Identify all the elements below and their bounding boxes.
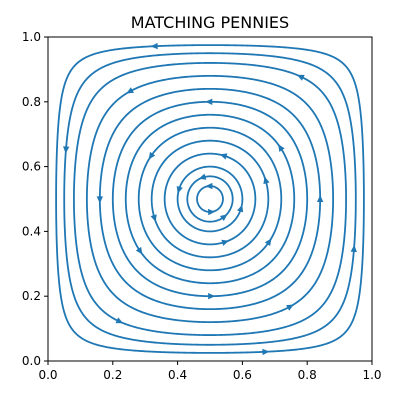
- flow-arrow: [96, 196, 104, 204]
- y-tick-label: 0.8: [22, 95, 41, 109]
- flow-arrow: [150, 42, 158, 50]
- x-tick-label: 0.6: [233, 368, 252, 382]
- streamline: [85, 74, 335, 324]
- streamline: [196, 185, 224, 213]
- flow-arrow: [221, 239, 229, 246]
- y-tick-label: 0.4: [22, 224, 41, 238]
- flow-arrow: [135, 246, 143, 255]
- streamline: [111, 100, 309, 298]
- streamline: [63, 52, 357, 346]
- flow-arrow: [237, 204, 244, 213]
- streamline: [186, 175, 234, 223]
- flow-arrow: [148, 151, 156, 160]
- flow-arrow: [115, 317, 124, 324]
- x-tick-label: 0.2: [103, 368, 122, 382]
- streamline: [176, 165, 244, 233]
- x-tick-label: 1.0: [362, 368, 381, 382]
- streamlines-group: [55, 44, 365, 354]
- chart-title: MATCHING PENNIES: [131, 13, 289, 32]
- x-axis: 0.0 0.2 0.4 0.6 0.8 1.0: [38, 361, 382, 382]
- streamline: [124, 113, 296, 285]
- flow-arrow: [286, 304, 294, 311]
- flow-arrow: [126, 87, 134, 94]
- arrows-group: [63, 42, 357, 356]
- flow-arrow: [205, 98, 213, 105]
- flow-arrow: [150, 214, 157, 222]
- streamline: [163, 152, 257, 246]
- flow-arrow: [278, 144, 285, 152]
- streamline: [73, 62, 347, 336]
- flow-arrow: [263, 176, 270, 185]
- y-tick-label: 1.0: [22, 30, 41, 44]
- flow-arrow: [63, 146, 70, 154]
- flow-arrow: [264, 238, 272, 246]
- x-tick-label: 0.8: [298, 368, 317, 382]
- y-tick-label: 0.6: [22, 160, 41, 174]
- y-axis: 0.0 0.2 0.4 0.6 0.8 1.0: [22, 30, 48, 368]
- flow-arrow: [208, 293, 216, 300]
- y-tick-label: 0.2: [22, 289, 41, 303]
- flow-arrow: [207, 208, 216, 216]
- flow-arrow: [219, 214, 228, 222]
- flow-arrow: [296, 74, 305, 81]
- flow-arrow: [219, 153, 228, 160]
- streamline: [150, 139, 270, 259]
- streamline: [55, 44, 365, 354]
- streamline: [137, 126, 283, 272]
- x-tick-label: 0.4: [168, 368, 187, 382]
- flow-arrow: [205, 182, 213, 190]
- flow-arrow: [316, 194, 324, 202]
- plot-frame: [47, 36, 373, 362]
- streamline: [98, 87, 322, 311]
- flow-arrow: [176, 185, 183, 194]
- flow-arrow: [262, 348, 270, 356]
- flow-arrow: [350, 244, 357, 253]
- y-tick-label: 0.0: [22, 354, 41, 368]
- x-tick-label: 0.0: [38, 368, 57, 382]
- flow-arrow: [198, 173, 207, 180]
